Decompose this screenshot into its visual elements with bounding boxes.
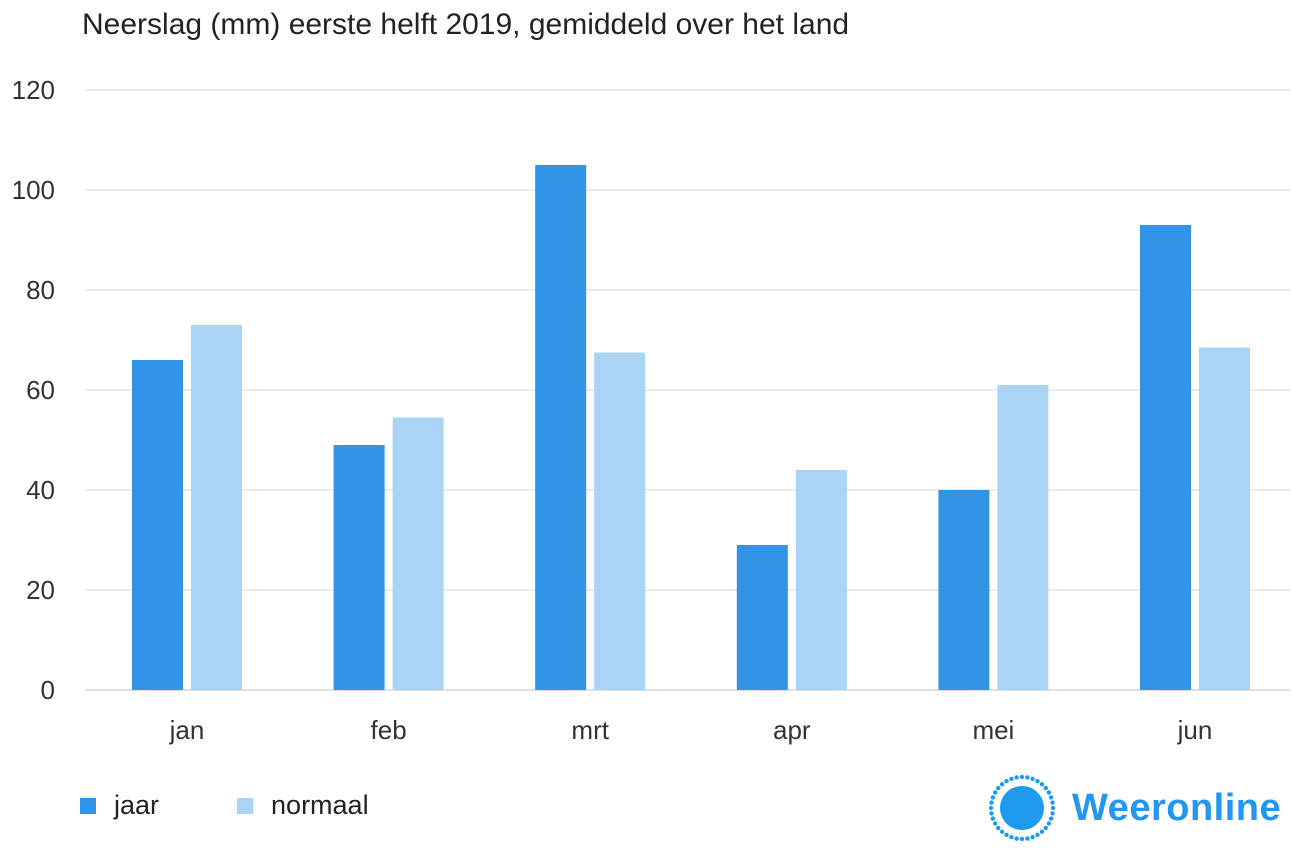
sun-ray	[1019, 774, 1025, 780]
sun-ray	[1025, 775, 1030, 780]
sun-ray	[1030, 776, 1035, 782]
x-tick-label-jan: jan	[169, 715, 205, 745]
sun-ray	[996, 825, 1001, 831]
legend-item-normaal[interactable]: normaal	[237, 790, 369, 821]
sun-ray	[1050, 811, 1055, 816]
sun-ray	[1048, 795, 1054, 800]
bar-jaar-mei	[938, 490, 990, 690]
sun-ray	[1043, 825, 1048, 831]
bar-jaar-jun	[1140, 225, 1191, 690]
bar-normaal-apr	[795, 470, 847, 690]
bar-jaar-apr	[736, 545, 788, 690]
bar-jaar-mrt	[535, 165, 587, 690]
bar-normaal-jan	[191, 325, 242, 690]
sun-ray	[992, 821, 998, 826]
sun-ray	[1004, 778, 1009, 784]
bar-normaal-mrt	[594, 352, 646, 690]
sun-ray	[990, 816, 996, 821]
sun-ray	[989, 800, 994, 805]
axis-labels: 0 20 40 60 80 100 120 jan feb mrt apr mei jun	[12, 75, 1213, 745]
y-tick-label-20: 20	[26, 575, 55, 605]
sun-ray	[1009, 776, 1014, 782]
sun-ray	[996, 785, 1001, 791]
sun-ray	[1014, 775, 1019, 780]
sun-ray	[1004, 832, 1009, 838]
y-tick-label-80: 80	[26, 275, 55, 305]
y-tick-label-60: 60	[26, 375, 55, 405]
sun-ray	[1039, 782, 1045, 787]
sun-ray	[992, 790, 998, 795]
bars	[132, 165, 1250, 690]
brand-logo: Weeronline	[984, 770, 1281, 846]
sun-ray	[988, 805, 994, 811]
x-tick-label-mei: mei	[972, 715, 1014, 745]
legend: jaar normaal	[80, 790, 447, 821]
legend-label-normaal: normaal	[271, 790, 369, 820]
bar-chart: 0 20 40 60 80 100 120 jan feb mrt apr mei jun	[12, 75, 1290, 745]
grid	[85, 89, 1290, 691]
sun-ray	[989, 811, 994, 816]
legend-label-jaar: jaar	[114, 790, 160, 820]
legend-swatch-normaal	[237, 797, 254, 814]
y-tick-label-40: 40	[26, 475, 55, 505]
bar-normaal-jun	[1199, 347, 1250, 690]
x-tick-label-feb: feb	[371, 715, 407, 745]
sun-ray	[1019, 836, 1025, 842]
sun-ray	[1039, 829, 1045, 834]
sun-ray	[1046, 790, 1052, 795]
sun-ray	[1048, 816, 1054, 821]
x-tick-label-apr: apr	[773, 715, 811, 745]
sun-ray	[1050, 805, 1056, 811]
y-tick-label-100: 100	[12, 175, 55, 205]
sun-ray	[1050, 800, 1055, 805]
bar-normaal-feb	[392, 417, 444, 690]
sun-icon	[988, 774, 1056, 842]
bar-jaar-jan	[132, 360, 183, 690]
sun-ray	[1043, 785, 1048, 791]
x-tick-label-mrt: mrt	[571, 715, 609, 745]
sun-ray	[1025, 836, 1030, 841]
y-tick-label-120: 120	[12, 75, 55, 105]
y-tick-label-0: 0	[41, 675, 55, 705]
sun-ray	[1035, 778, 1040, 784]
legend-swatch-jaar	[80, 797, 96, 814]
sun-ray	[999, 829, 1005, 834]
bar-jaar-feb	[333, 445, 385, 690]
sun-ray	[1035, 832, 1040, 838]
sun-ray	[990, 795, 996, 800]
sun-ray	[1046, 821, 1052, 826]
sun-ray	[1030, 834, 1035, 840]
legend-item-jaar[interactable]: jaar	[80, 790, 159, 821]
chart-title: Neerslag (mm) eerste helft 2019, gemidde…	[82, 8, 850, 41]
sun-ray	[1014, 836, 1019, 841]
sun-ray	[999, 782, 1005, 787]
brand-name: Weeronline	[1072, 786, 1282, 829]
x-tick-label-jun: jun	[1177, 715, 1213, 745]
bar-normaal-mei	[997, 385, 1049, 690]
sun-ray	[1009, 834, 1014, 840]
